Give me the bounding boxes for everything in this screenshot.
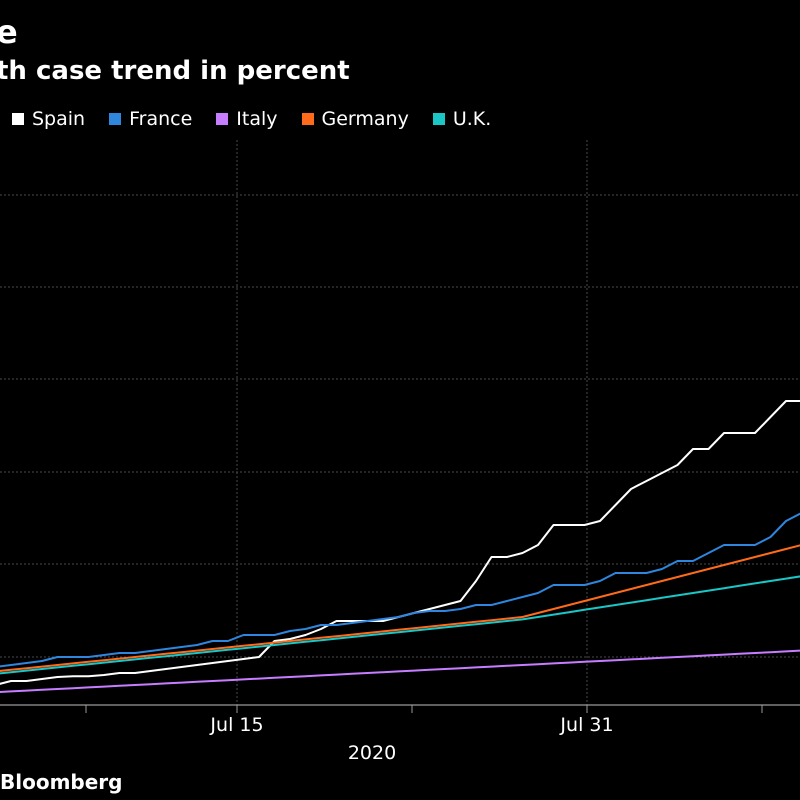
lines-layer <box>0 400 800 693</box>
legend-label-spain: Spain <box>32 108 86 130</box>
legend-label-france: France <box>129 108 193 130</box>
legend-label-uk: U.K. <box>452 108 492 130</box>
legend-label-italy: Italy <box>236 108 278 130</box>
x-tick-label-1: Jul 31 <box>559 714 613 736</box>
chart-subtitle: th case trend in percent <box>0 56 350 86</box>
series-line-u-k <box>0 575 800 675</box>
series-line-france <box>0 512 800 668</box>
grid-layer <box>0 140 800 705</box>
legend-item-italy: Italy <box>216 107 278 131</box>
series-line-italy <box>0 649 800 693</box>
legend-swatch-uk <box>432 113 445 125</box>
legend: Spain France Italy Germany U.K. <box>12 106 491 132</box>
axis-layer: Jul 15 Jul 31 2020 <box>0 704 800 764</box>
series-line-spain <box>0 400 800 685</box>
legend-label-germany: Germany <box>321 108 409 130</box>
source-label: Bloomberg <box>0 770 123 794</box>
legend-item-uk: U.K. <box>432 107 492 131</box>
legend-item-germany: Germany <box>301 107 409 131</box>
legend-item-france: France <box>109 107 192 131</box>
x-axis-year-label: 2020 <box>348 742 396 764</box>
chart-title: e <box>0 13 18 51</box>
legend-swatch-spain <box>12 113 24 125</box>
x-tick-label-0: Jul 15 <box>209 714 263 736</box>
legend-item-spain: Spain <box>12 107 85 131</box>
series-line-germany <box>0 544 800 672</box>
legend-swatch-italy <box>216 113 229 125</box>
legend-swatch-germany <box>301 113 314 125</box>
legend-swatch-france <box>109 113 122 125</box>
